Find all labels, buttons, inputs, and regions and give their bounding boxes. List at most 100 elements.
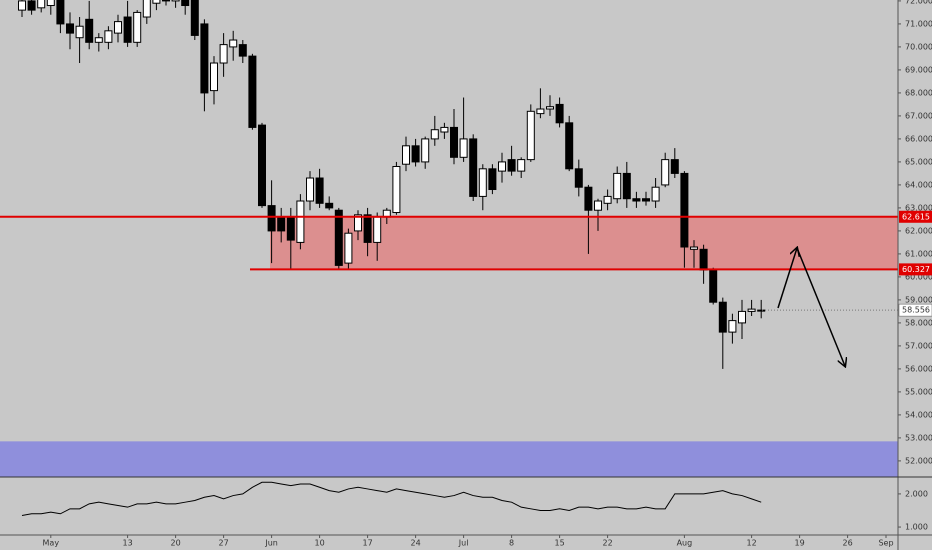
y-tick-label: 72.000	[905, 0, 932, 5]
y-tick-label: 52.000	[905, 456, 932, 465]
candle-body	[306, 177, 314, 202]
candle-body	[334, 209, 343, 266]
candle-body	[738, 310, 746, 324]
y-tick-label: 61.000	[905, 249, 932, 258]
last-price-bg	[898, 303, 932, 317]
candle-body	[219, 44, 228, 64]
candle-body	[546, 106, 554, 110]
candle-body	[200, 23, 209, 94]
x-tick-label: Jun	[264, 539, 278, 548]
x-tick-label: May	[43, 539, 60, 548]
candle-body	[555, 103, 564, 124]
candle-body	[757, 309, 766, 312]
candle-body	[421, 138, 430, 163]
candle-body	[315, 177, 324, 204]
candle-body	[152, 0, 161, 4]
candle-body	[133, 11, 142, 43]
candle-body	[507, 159, 516, 172]
x-tick-label: 27	[219, 539, 229, 548]
candle-body	[440, 126, 449, 133]
candle-body	[56, 0, 65, 25]
y-tick-label: 68.000	[905, 88, 932, 97]
candle-body	[670, 159, 679, 174]
candle-body	[517, 159, 526, 172]
candle-body	[594, 200, 602, 211]
y-tick-label: 67.000	[905, 111, 932, 120]
y-tick-label: 57.000	[905, 341, 932, 350]
candle-body	[478, 168, 487, 197]
candle-body	[450, 126, 458, 158]
x-tick-label: 22	[603, 539, 613, 548]
candle-body	[104, 30, 113, 43]
y-tick-label: 70.000	[905, 42, 932, 51]
candle-body	[123, 16, 132, 43]
candle-body	[18, 0, 26, 11]
y-tick-label: 66.000	[905, 134, 932, 143]
y-tick-label: 56.000	[905, 364, 932, 373]
candle-body	[680, 172, 689, 248]
candle-body	[37, 0, 46, 9]
y-tick-label: 60.000	[905, 272, 932, 281]
y-tick-label: 53.000	[905, 433, 932, 442]
candle-body	[411, 145, 420, 163]
annotation-arrow	[796, 247, 845, 366]
candle-body	[258, 124, 266, 207]
candle-body	[190, 0, 199, 36]
candle-body	[142, 0, 151, 18]
candle-body	[392, 166, 401, 214]
x-tick-label: Jul	[458, 539, 469, 548]
candle-body	[344, 232, 353, 264]
x-tick-label: 17	[363, 539, 373, 548]
candle-body	[75, 25, 84, 39]
candle-body	[286, 216, 295, 241]
annotation-arrow	[777, 248, 797, 309]
candle-body	[171, 0, 180, 2]
indicator-y-tick-label: 2.000	[905, 489, 928, 498]
indicator-line	[21, 481, 762, 516]
candle-body	[94, 37, 103, 43]
candle-body	[613, 172, 622, 200]
x-tick-label: 8	[509, 539, 514, 548]
x-tick-label: Sep	[878, 539, 893, 548]
y-tick-label: 58.000	[905, 318, 932, 327]
candle-body	[690, 246, 698, 250]
y-tick-label: 63.000	[905, 203, 932, 212]
y-tick-label: 65.000	[905, 157, 932, 166]
candle-body	[661, 159, 670, 186]
x-tick-label: Aug	[677, 539, 693, 548]
candle-body	[210, 62, 218, 92]
candle-body	[363, 214, 372, 243]
candle-body	[114, 21, 122, 34]
candle-body	[229, 39, 238, 48]
y-tick-label: 71.000	[905, 19, 932, 28]
candle-body	[526, 110, 535, 161]
candle-body	[747, 308, 756, 312]
x-tick-label: 10	[315, 539, 325, 548]
y-tick-label: 64.000	[905, 180, 932, 189]
zone	[0, 441, 898, 477]
candle-body	[277, 216, 286, 232]
x-tick-label: 26	[843, 539, 853, 548]
last-price-label: 58.556	[902, 306, 930, 315]
candle-body	[718, 301, 727, 333]
candle-body	[248, 55, 257, 128]
candle-body	[296, 200, 305, 243]
y-tick-label: 69.000	[905, 65, 932, 74]
candle-body	[402, 145, 410, 165]
candle-body	[46, 0, 55, 7]
candle-body	[181, 0, 190, 7]
x-tick-label: 15	[555, 539, 565, 548]
y-tick-label: 55.000	[905, 387, 932, 396]
x-tick-label: 12	[747, 539, 757, 548]
level-label-bg	[899, 263, 932, 276]
candle-body	[651, 186, 660, 202]
candle-body	[584, 186, 593, 211]
candle-body	[642, 198, 650, 202]
level-label-bg	[899, 210, 932, 223]
y-tick-label: 54.000	[905, 410, 932, 419]
candle-body	[162, 0, 170, 2]
candle-body	[632, 198, 641, 202]
candle-body	[622, 172, 631, 200]
